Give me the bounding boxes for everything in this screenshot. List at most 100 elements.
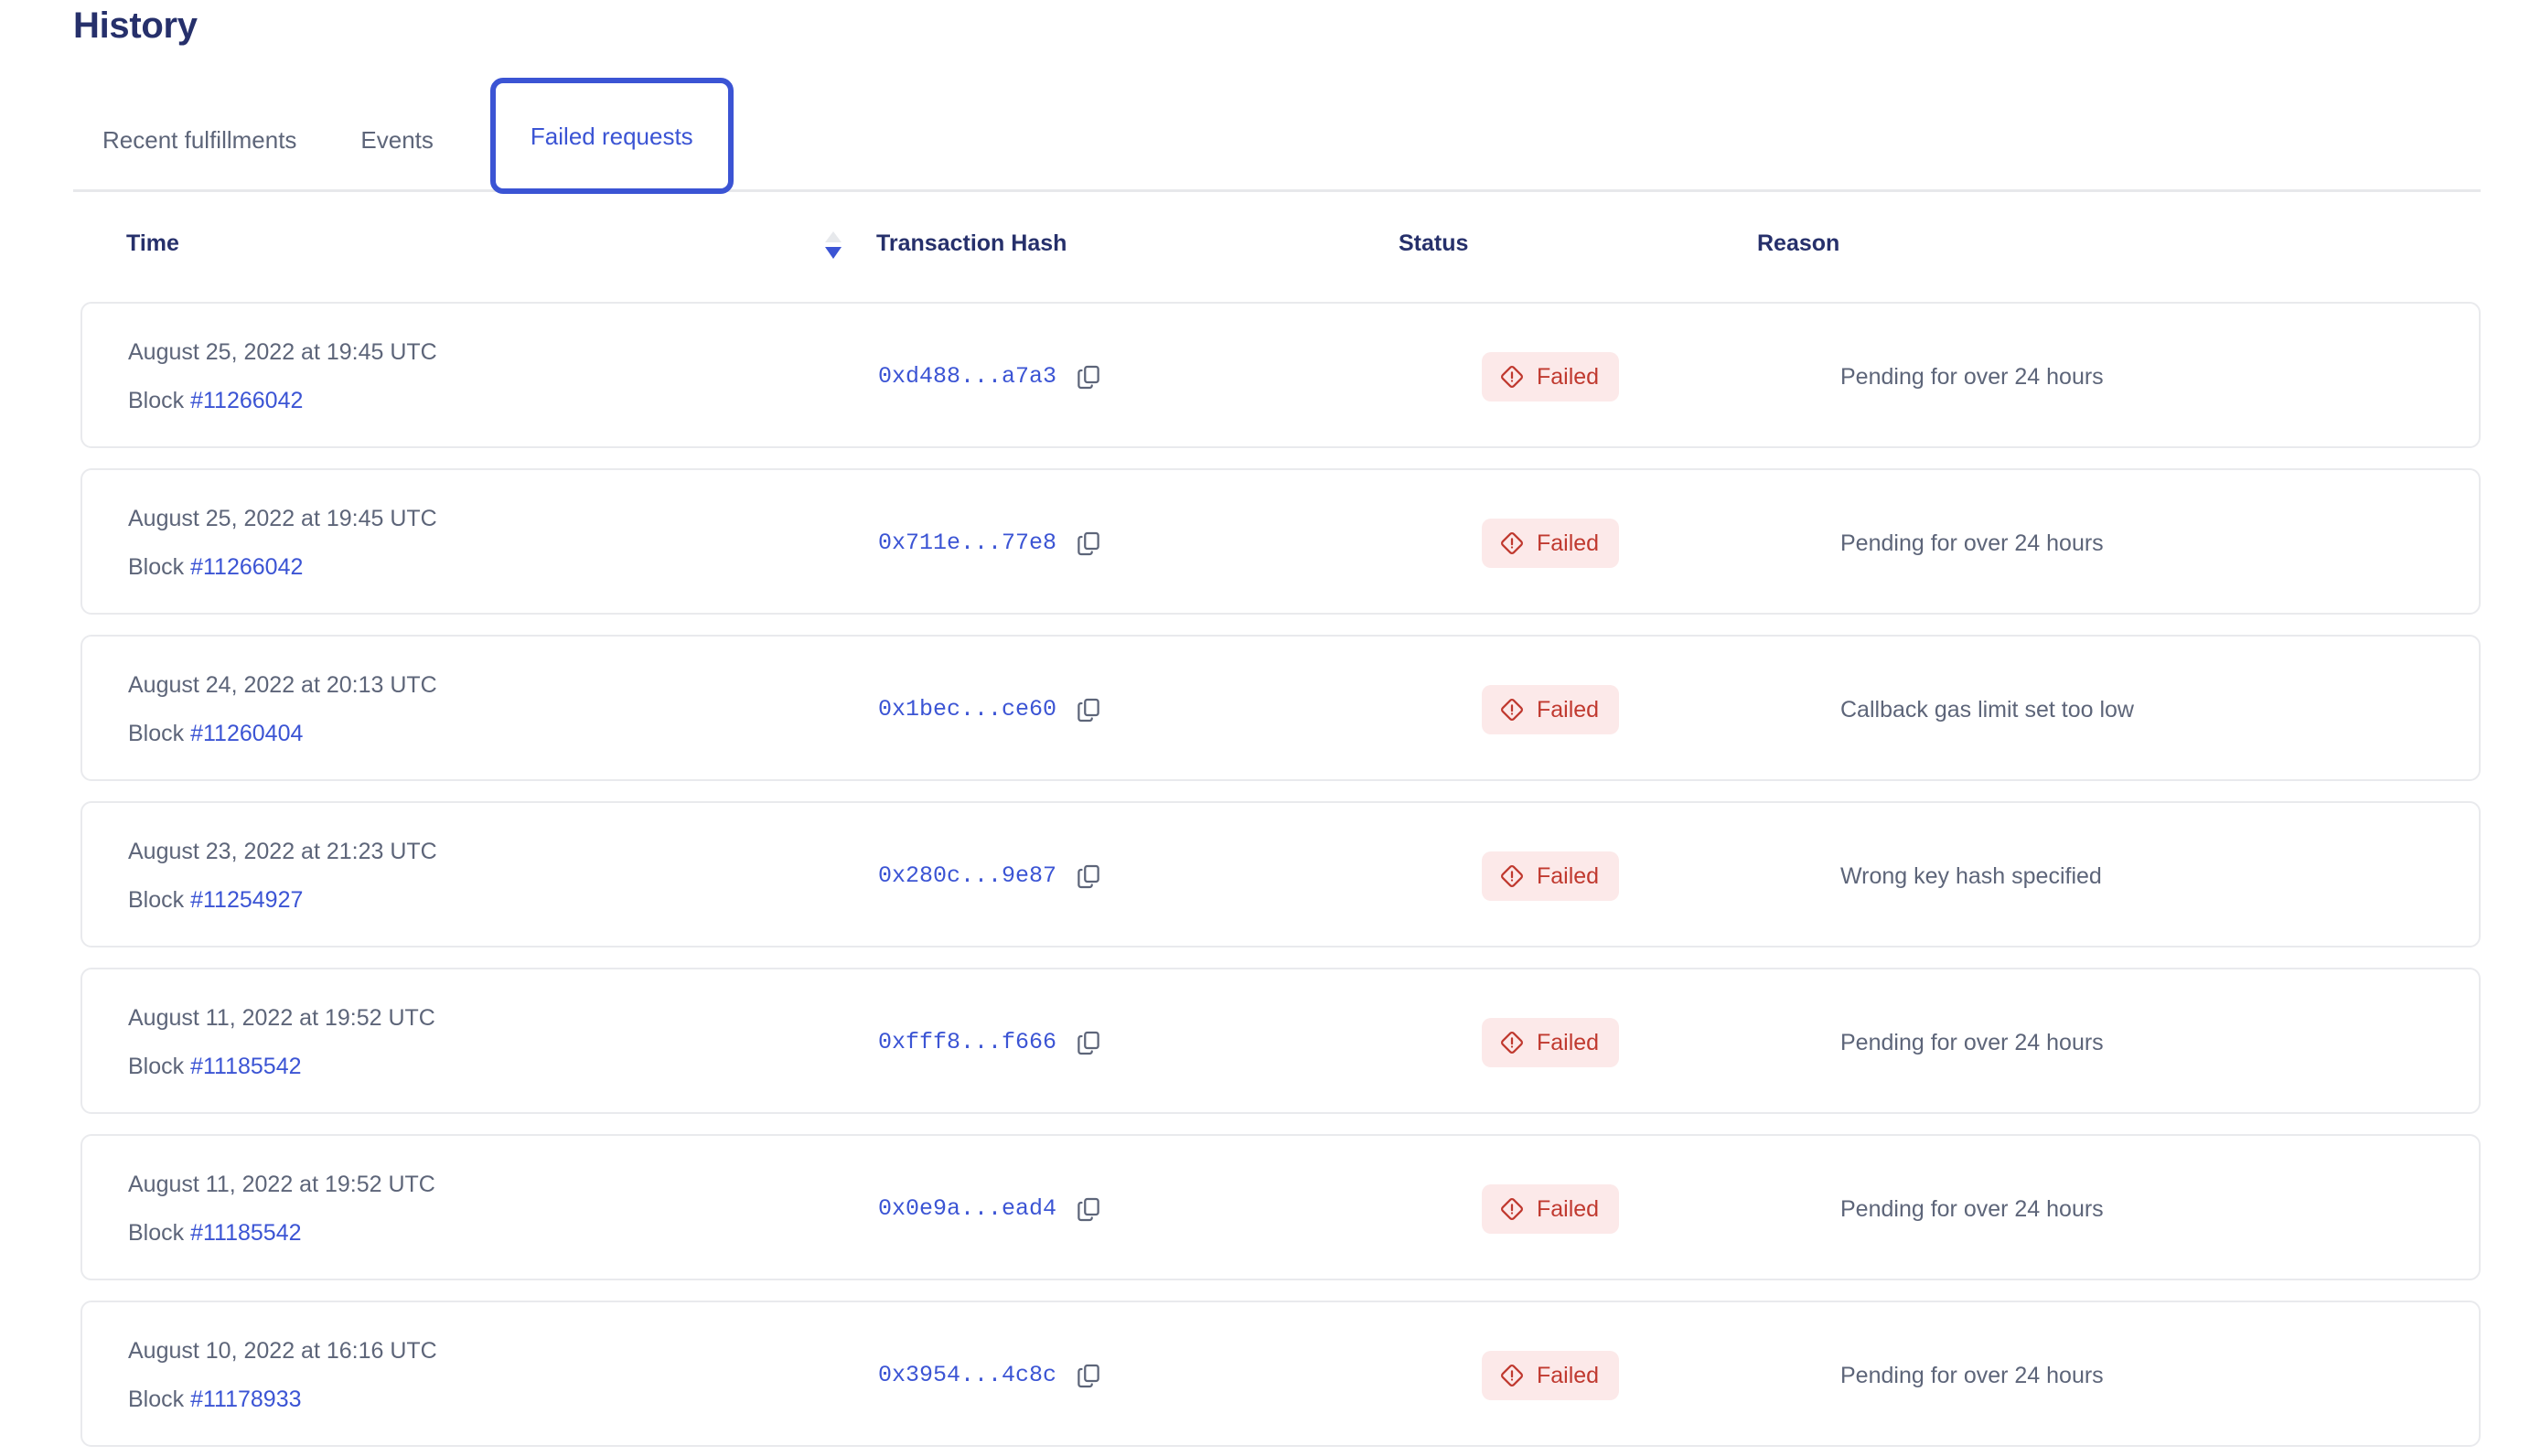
table-row[interactable]: August 11, 2022 at 19:52 UTC Block #1118… [80, 968, 2481, 1114]
block-number-link[interactable]: #11266042 [190, 554, 304, 580]
tab-bar: Recent fulfillments Events Failed reques… [73, 78, 2481, 194]
status-badge: Failed [1482, 519, 1620, 568]
row-timestamp: August 11, 2022 at 19:52 UTC [128, 1005, 435, 1031]
cell-time: August 23, 2022 at 21:23 UTC Block #1125… [128, 836, 823, 915]
copy-hash-button[interactable] [1073, 694, 1104, 725]
status-badge-label: Failed [1537, 697, 1600, 723]
table-row-content: August 10, 2022 at 16:16 UTC Block #1117… [82, 1302, 2479, 1445]
block-number-link[interactable]: #11185542 [190, 1220, 302, 1246]
cell-reason: Pending for over 24 hours [1840, 470, 2104, 616]
status-badge: Failed [1482, 851, 1620, 901]
row-timestamp: August 25, 2022 at 19:45 UTC [128, 339, 437, 365]
status-badge: Failed [1482, 352, 1620, 401]
row-block: Block #11185542 [128, 1217, 823, 1248]
transaction-hash-link[interactable]: 0xd488...a7a3 [878, 363, 1057, 390]
row-timestamp: August 24, 2022 at 20:13 UTC [128, 672, 437, 698]
copy-hash-button[interactable] [1073, 1360, 1104, 1391]
row-block: Block #11185542 [128, 1051, 823, 1082]
column-header-time: Time [126, 230, 179, 256]
transaction-hash-link[interactable]: 0x280c...9e87 [878, 862, 1057, 889]
copy-hash-button[interactable] [1073, 1027, 1104, 1058]
row-reason-text: Pending for over 24 hours [1840, 1196, 2104, 1222]
copy-hash-button[interactable] [1073, 361, 1104, 392]
column-header-reason: Reason [1757, 230, 1840, 256]
row-timestamp: August 25, 2022 at 19:45 UTC [128, 506, 437, 531]
sort-arrows-icon [825, 231, 842, 259]
row-block: Block #11254927 [128, 884, 823, 915]
row-reason-text: Pending for over 24 hours [1840, 364, 2104, 390]
status-badge-label: Failed [1537, 1030, 1600, 1055]
cell-status: Failed [1482, 1136, 1620, 1282]
status-badge-label: Failed [1537, 1363, 1600, 1388]
copy-icon [1078, 1197, 1099, 1222]
transaction-hash-link[interactable]: 0x0e9a...ead4 [878, 1195, 1057, 1222]
status-badge: Failed [1482, 1351, 1620, 1400]
sort-arrow-down-icon [825, 247, 842, 259]
cell-reason: Pending for over 24 hours [1840, 1136, 2104, 1282]
transaction-hash-link[interactable]: 0x1bec...ce60 [878, 696, 1057, 723]
table-row-content: August 24, 2022 at 20:13 UTC Block #1126… [82, 637, 2479, 779]
row-reason-text: Pending for over 24 hours [1840, 1363, 2104, 1388]
cell-reason: Callback gas limit set too low [1840, 637, 2134, 783]
row-reason-text: Wrong key hash specified [1840, 863, 2102, 889]
block-label: Block [128, 1386, 191, 1412]
copy-hash-button[interactable] [1073, 1194, 1104, 1225]
block-number-link[interactable]: #11260404 [190, 721, 304, 746]
table-row-content: August 11, 2022 at 19:52 UTC Block #1118… [82, 1136, 2479, 1279]
table-row[interactable]: August 25, 2022 at 19:45 UTC Block #1126… [80, 468, 2481, 615]
cell-transaction-hash: 0x3954...4c8c [878, 1302, 1104, 1449]
column-header-status: Status [1399, 230, 1469, 256]
cell-time: August 11, 2022 at 19:52 UTC Block #1118… [128, 1169, 823, 1248]
table-row[interactable]: August 23, 2022 at 21:23 UTC Block #1125… [80, 801, 2481, 947]
block-number-link[interactable]: #11178933 [190, 1386, 302, 1412]
table-row[interactable]: August 24, 2022 at 20:13 UTC Block #1126… [80, 635, 2481, 781]
sort-arrow-up-icon [825, 231, 842, 242]
cell-status: Failed [1482, 637, 1620, 783]
cell-reason: Wrong key hash specified [1840, 803, 2102, 949]
row-timestamp: August 11, 2022 at 19:52 UTC [128, 1172, 435, 1197]
cell-reason: Pending for over 24 hours [1840, 1302, 2104, 1449]
row-timestamp: August 23, 2022 at 21:23 UTC [128, 839, 437, 864]
row-reason-text: Callback gas limit set too low [1840, 697, 2134, 723]
row-block: Block #11260404 [128, 718, 823, 749]
page-title: History [73, 5, 198, 46]
block-number-link[interactable]: #11185542 [190, 1054, 302, 1079]
cell-transaction-hash: 0x280c...9e87 [878, 803, 1104, 949]
block-number-link[interactable]: #11266042 [190, 388, 304, 413]
table-row[interactable]: August 10, 2022 at 16:16 UTC Block #1117… [80, 1301, 2481, 1447]
tab-events[interactable]: Events [331, 108, 463, 172]
transaction-hash-link[interactable]: 0x711e...77e8 [878, 530, 1057, 556]
status-badge-label: Failed [1537, 863, 1600, 889]
tab-failed-requests[interactable]: Failed requests [489, 78, 734, 194]
transaction-hash-link[interactable]: 0x3954...4c8c [878, 1362, 1057, 1388]
copy-icon [1078, 1031, 1099, 1055]
sort-toggle-time[interactable] [817, 225, 850, 265]
row-block: Block #11178933 [128, 1384, 823, 1415]
cell-reason: Pending for over 24 hours [1840, 304, 2104, 450]
cell-transaction-hash: 0x711e...77e8 [878, 470, 1104, 616]
status-badge-label: Failed [1537, 364, 1600, 390]
table-row[interactable]: August 11, 2022 at 19:52 UTC Block #1118… [80, 1134, 2481, 1280]
block-label: Block [128, 1054, 191, 1079]
alert-diamond-icon [1500, 365, 1524, 389]
cell-time: August 11, 2022 at 19:52 UTC Block #1118… [128, 1002, 823, 1082]
tab-recent-fulfillments[interactable]: Recent fulfillments [73, 108, 326, 172]
cell-status: Failed [1482, 304, 1620, 450]
copy-icon [1078, 531, 1099, 556]
table-row-content: August 11, 2022 at 19:52 UTC Block #1118… [82, 969, 2479, 1112]
status-badge-label: Failed [1537, 530, 1600, 556]
table-row[interactable]: August 25, 2022 at 19:45 UTC Block #1126… [80, 302, 2481, 448]
row-reason-text: Pending for over 24 hours [1840, 530, 2104, 556]
status-badge: Failed [1482, 685, 1620, 734]
block-number-link[interactable]: #11254927 [190, 887, 304, 913]
copy-hash-button[interactable] [1073, 528, 1104, 559]
status-badge: Failed [1482, 1018, 1620, 1067]
copy-hash-button[interactable] [1073, 861, 1104, 892]
cell-time: August 25, 2022 at 19:45 UTC Block #1126… [128, 337, 823, 416]
table-row-content: August 23, 2022 at 21:23 UTC Block #1125… [82, 803, 2479, 946]
row-timestamp: August 10, 2022 at 16:16 UTC [128, 1338, 437, 1364]
transaction-hash-link[interactable]: 0xfff8...f666 [878, 1029, 1057, 1055]
row-block: Block #11266042 [128, 385, 823, 416]
copy-icon [1078, 1364, 1099, 1388]
alert-diamond-icon [1500, 1197, 1524, 1221]
